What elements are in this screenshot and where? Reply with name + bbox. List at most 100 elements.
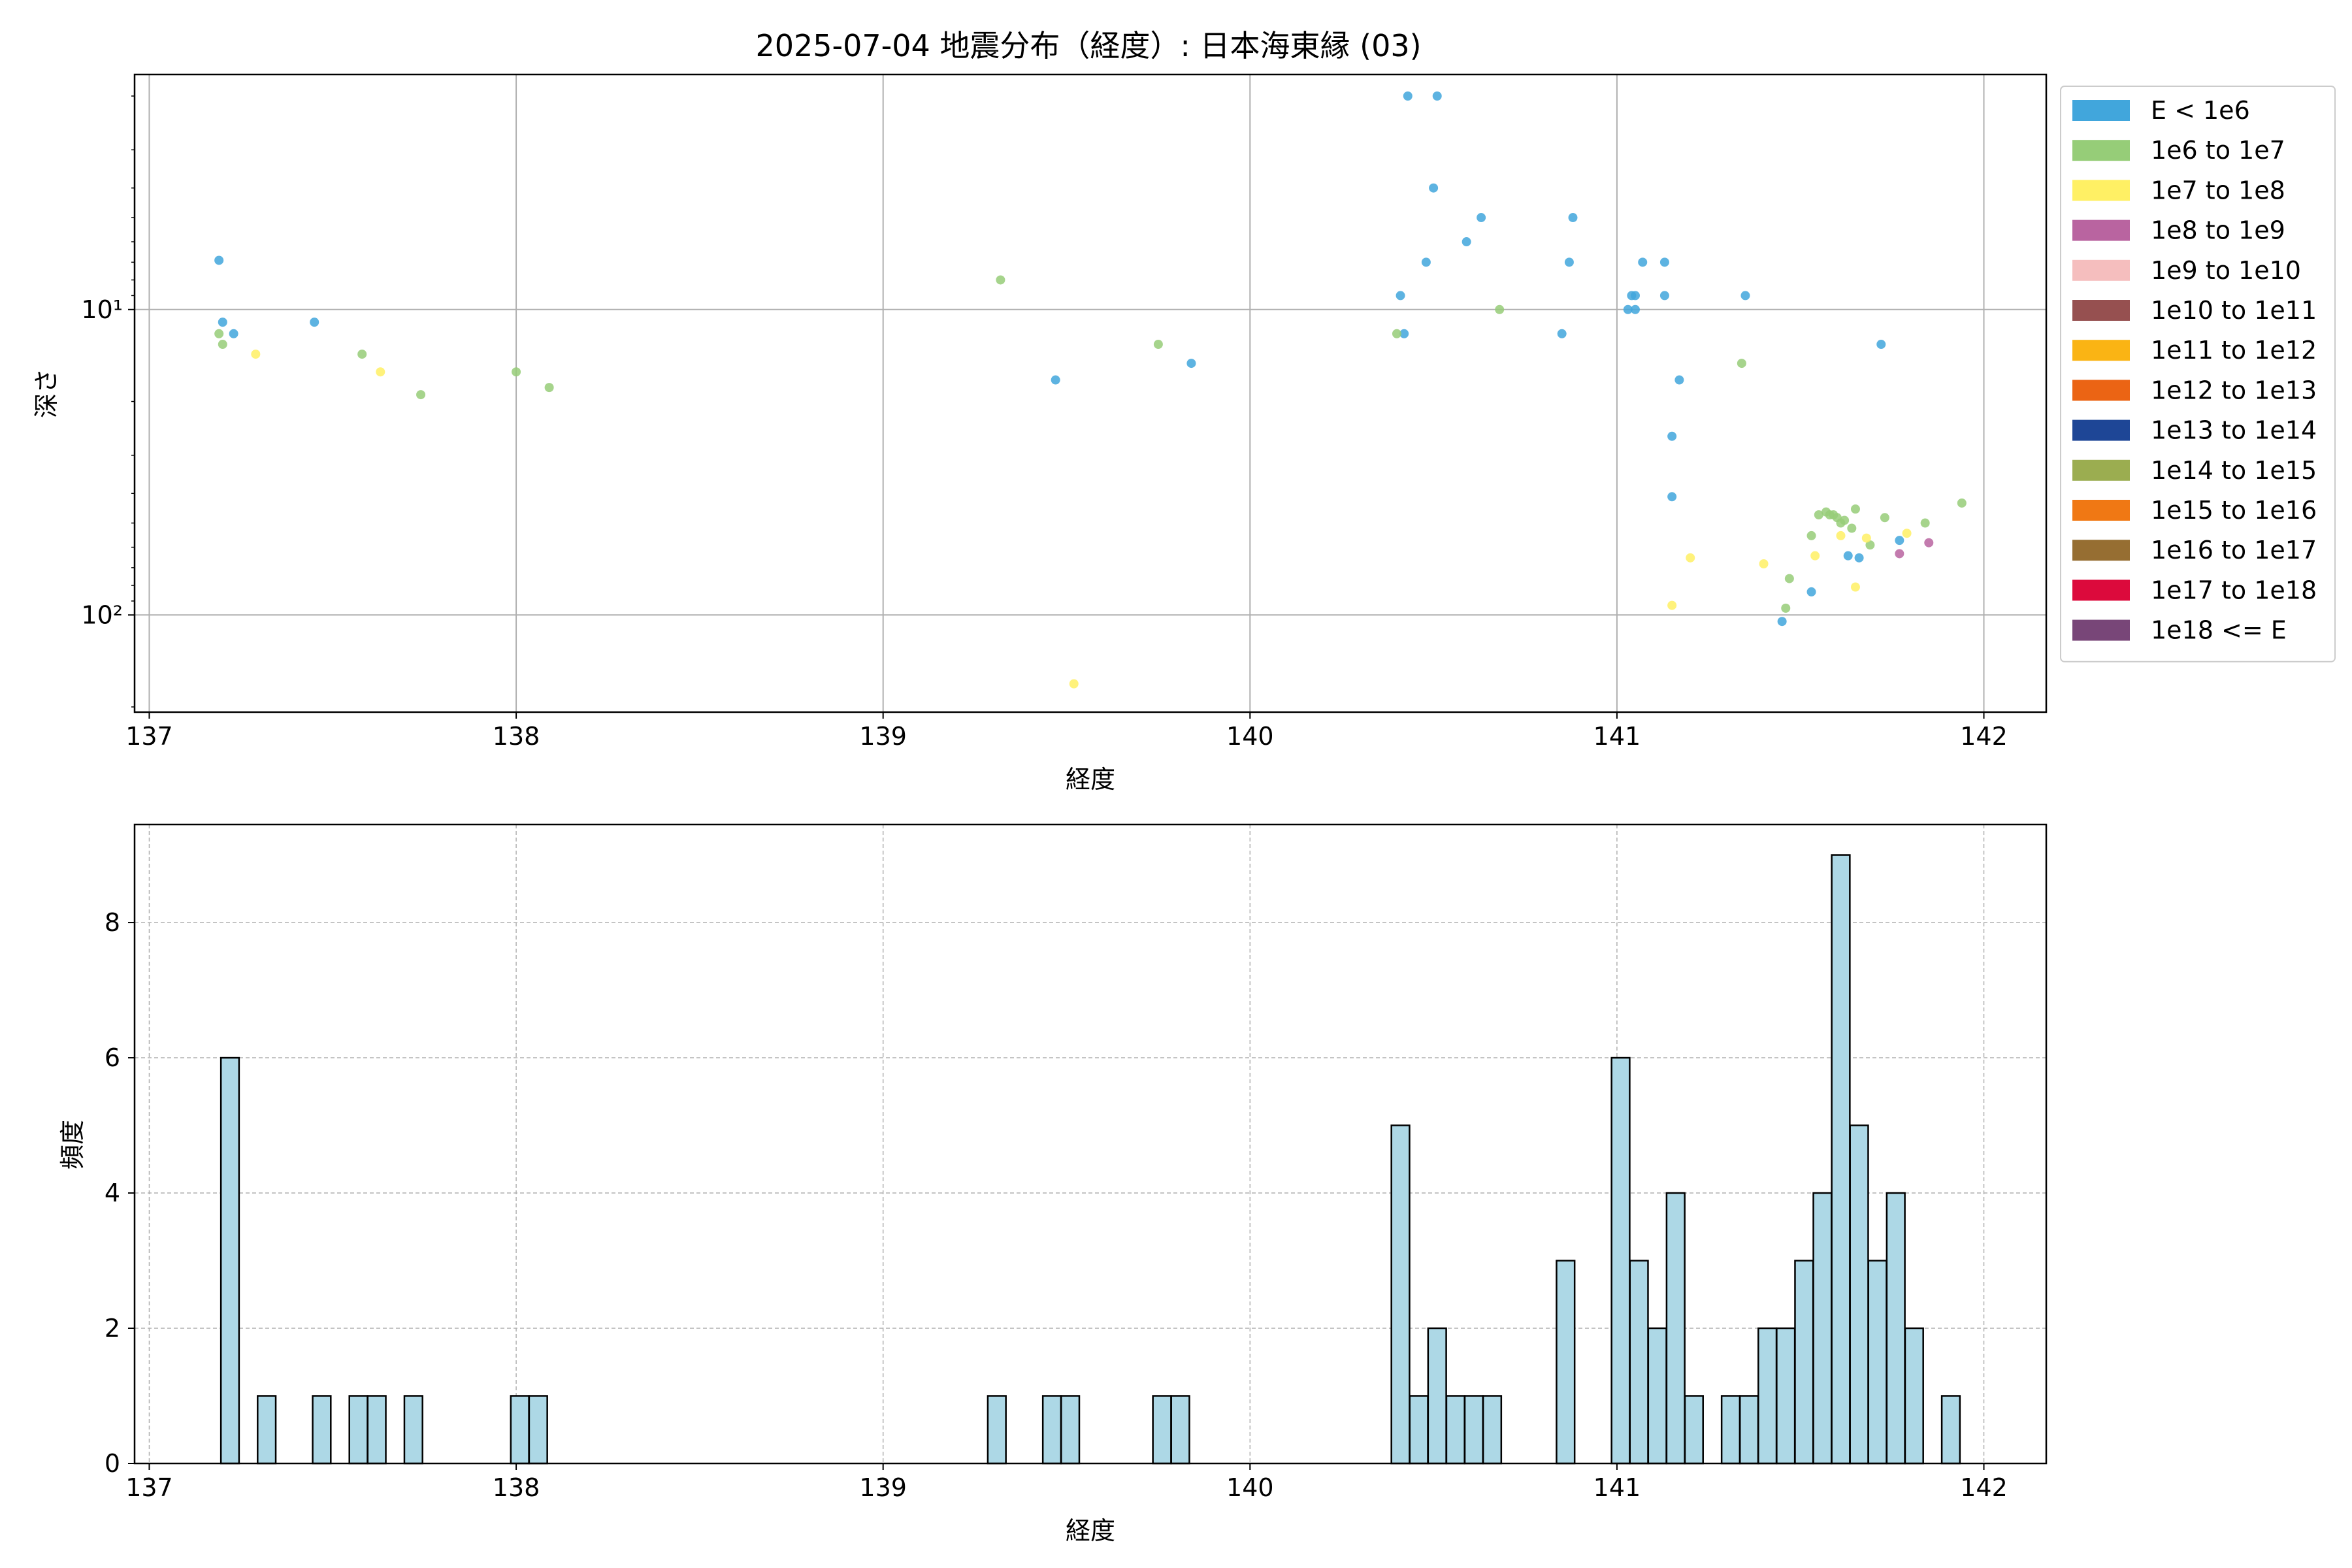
scatter-point (1495, 304, 1505, 314)
scatter-point (1396, 291, 1405, 301)
histogram-bar (403, 1395, 423, 1465)
legend-swatch (2072, 259, 2130, 281)
histogram-bar (1060, 1395, 1081, 1465)
scatter-x-ticks: 137 138 139 140 141 142 (125, 712, 2008, 751)
legend-swatch (2072, 500, 2130, 521)
histogram-bar (1629, 1260, 1649, 1465)
histogram-bar (1409, 1395, 1429, 1465)
histogram-bar (257, 1395, 277, 1465)
scatter-point (1421, 257, 1431, 267)
scatter-point (1069, 679, 1079, 689)
scatter-point (544, 383, 554, 393)
scatter-y-ticks: 10¹ 10² (81, 95, 135, 708)
histogram-y-axis-label: 頻度 (58, 1120, 87, 1169)
scatter-point (1659, 257, 1669, 267)
histogram-bar (1720, 1395, 1741, 1465)
histogram-bar (1849, 1124, 1869, 1465)
legend-swatch (2072, 180, 2130, 201)
scatter-point (1557, 329, 1567, 338)
histogram-y-tick-label: 0 (105, 1449, 120, 1478)
scatter-point (1399, 329, 1409, 338)
histogram-x-tick-label: 140 (1226, 1473, 1274, 1502)
histogram-plot-frame (133, 823, 2048, 1465)
legend-label: 1e14 to 1e15 (2151, 456, 2317, 485)
legend-label: 1e17 to 1e18 (2151, 576, 2317, 604)
legend-swatch (2072, 220, 2130, 241)
histogram-bar (1757, 1327, 1778, 1465)
scatter-point (1847, 523, 1857, 533)
scatter-point (1638, 257, 1648, 267)
scatter-point (1623, 304, 1633, 314)
legend-label: 1e16 to 1e17 (2151, 536, 2317, 564)
scatter-x-tick-label: 138 (493, 722, 540, 751)
histogram-bar (1794, 1260, 1814, 1465)
histogram-bar (1390, 1124, 1411, 1465)
histogram-bar (987, 1395, 1007, 1465)
histogram-bar (1482, 1395, 1503, 1465)
scatter-points (214, 91, 1967, 689)
chart-title: 2025-07-04 地震分布（経度）: 日本海東縁 (03) (755, 28, 1421, 63)
histogram-bar (510, 1395, 530, 1465)
scatter-point (1861, 533, 1871, 543)
histogram-x-axis-label: 経度 (1066, 1516, 1115, 1545)
legend-swatch (2072, 300, 2130, 321)
histogram-bar (1886, 1192, 1906, 1465)
scatter-x-tick-label: 139 (859, 722, 907, 751)
legend-label: 1e18 <= E (2151, 616, 2287, 645)
histogram-y-tick-label: 4 (105, 1179, 120, 1207)
scatter-point (1843, 551, 1853, 561)
histogram-bar (1776, 1327, 1796, 1465)
legend: E < 1e6 1e6 to 1e7 1e7 to 1e8 1e8 to 1e9 1e9… (2060, 86, 2336, 662)
scatter-point (1865, 540, 1875, 550)
histogram-bar (1647, 1327, 1667, 1465)
scatter-point (310, 318, 319, 327)
histogram-bar (1610, 1056, 1631, 1465)
scatter-point (357, 350, 367, 359)
legend-swatch (2072, 540, 2130, 561)
histogram-bar (1170, 1395, 1190, 1465)
histogram-bar (1739, 1395, 1759, 1465)
histogram-bar (1445, 1395, 1465, 1465)
histogram-x-tick-label: 138 (493, 1473, 540, 1502)
scatter-point (1477, 213, 1486, 223)
legend-swatch (2072, 380, 2130, 401)
scatter-point (512, 367, 521, 377)
scatter-point (1895, 549, 1904, 559)
histogram-bar (1427, 1327, 1447, 1465)
scatter-point (1810, 551, 1820, 561)
scatter-grid (135, 74, 2046, 712)
scatter-point (996, 275, 1005, 285)
histogram-y-tick-label: 8 (105, 908, 120, 937)
scatter-point (1895, 536, 1904, 546)
histogram-x-tick-label: 142 (1960, 1473, 2008, 1502)
scatter-x-tick-label: 137 (125, 722, 173, 751)
legend-swatch (2072, 419, 2130, 441)
scatter-point (1186, 359, 1196, 368)
scatter-x-axis-label: 経度 (1066, 765, 1115, 794)
histogram-x-ticks: 137 138 139 140 141 142 (125, 1463, 2008, 1502)
scatter-point (1806, 587, 1816, 596)
scatter-point (1667, 600, 1677, 610)
scatter-point (214, 329, 224, 338)
legend-label: 1e9 to 1e10 (2151, 256, 2301, 285)
scatter-point (1854, 553, 1864, 563)
scatter-panel: 2025-07-04 地震分布（経度）: 日本海東縁 (03) 137 138 13… (32, 28, 2336, 794)
legend-swatch (2072, 140, 2130, 161)
scatter-point (1850, 504, 1860, 514)
scatter-point (1051, 375, 1060, 385)
histogram-bar (1152, 1395, 1172, 1465)
scatter-point (1840, 515, 1850, 525)
scatter-x-tick-label: 142 (1960, 722, 2008, 751)
legend-label: 1e8 to 1e9 (2151, 216, 2285, 245)
legend-label: E < 1e6 (2151, 96, 2250, 125)
scatter-point (1806, 531, 1816, 540)
scatter-point (1759, 559, 1769, 568)
legend-label: 1e6 to 1e7 (2151, 136, 2285, 165)
scatter-point (1392, 329, 1401, 338)
legend-swatch (2072, 580, 2130, 601)
legend-swatch (2072, 459, 2130, 481)
histogram-bar (1831, 854, 1851, 1465)
legend-swatch (2072, 619, 2130, 641)
histogram-bar (528, 1395, 548, 1465)
